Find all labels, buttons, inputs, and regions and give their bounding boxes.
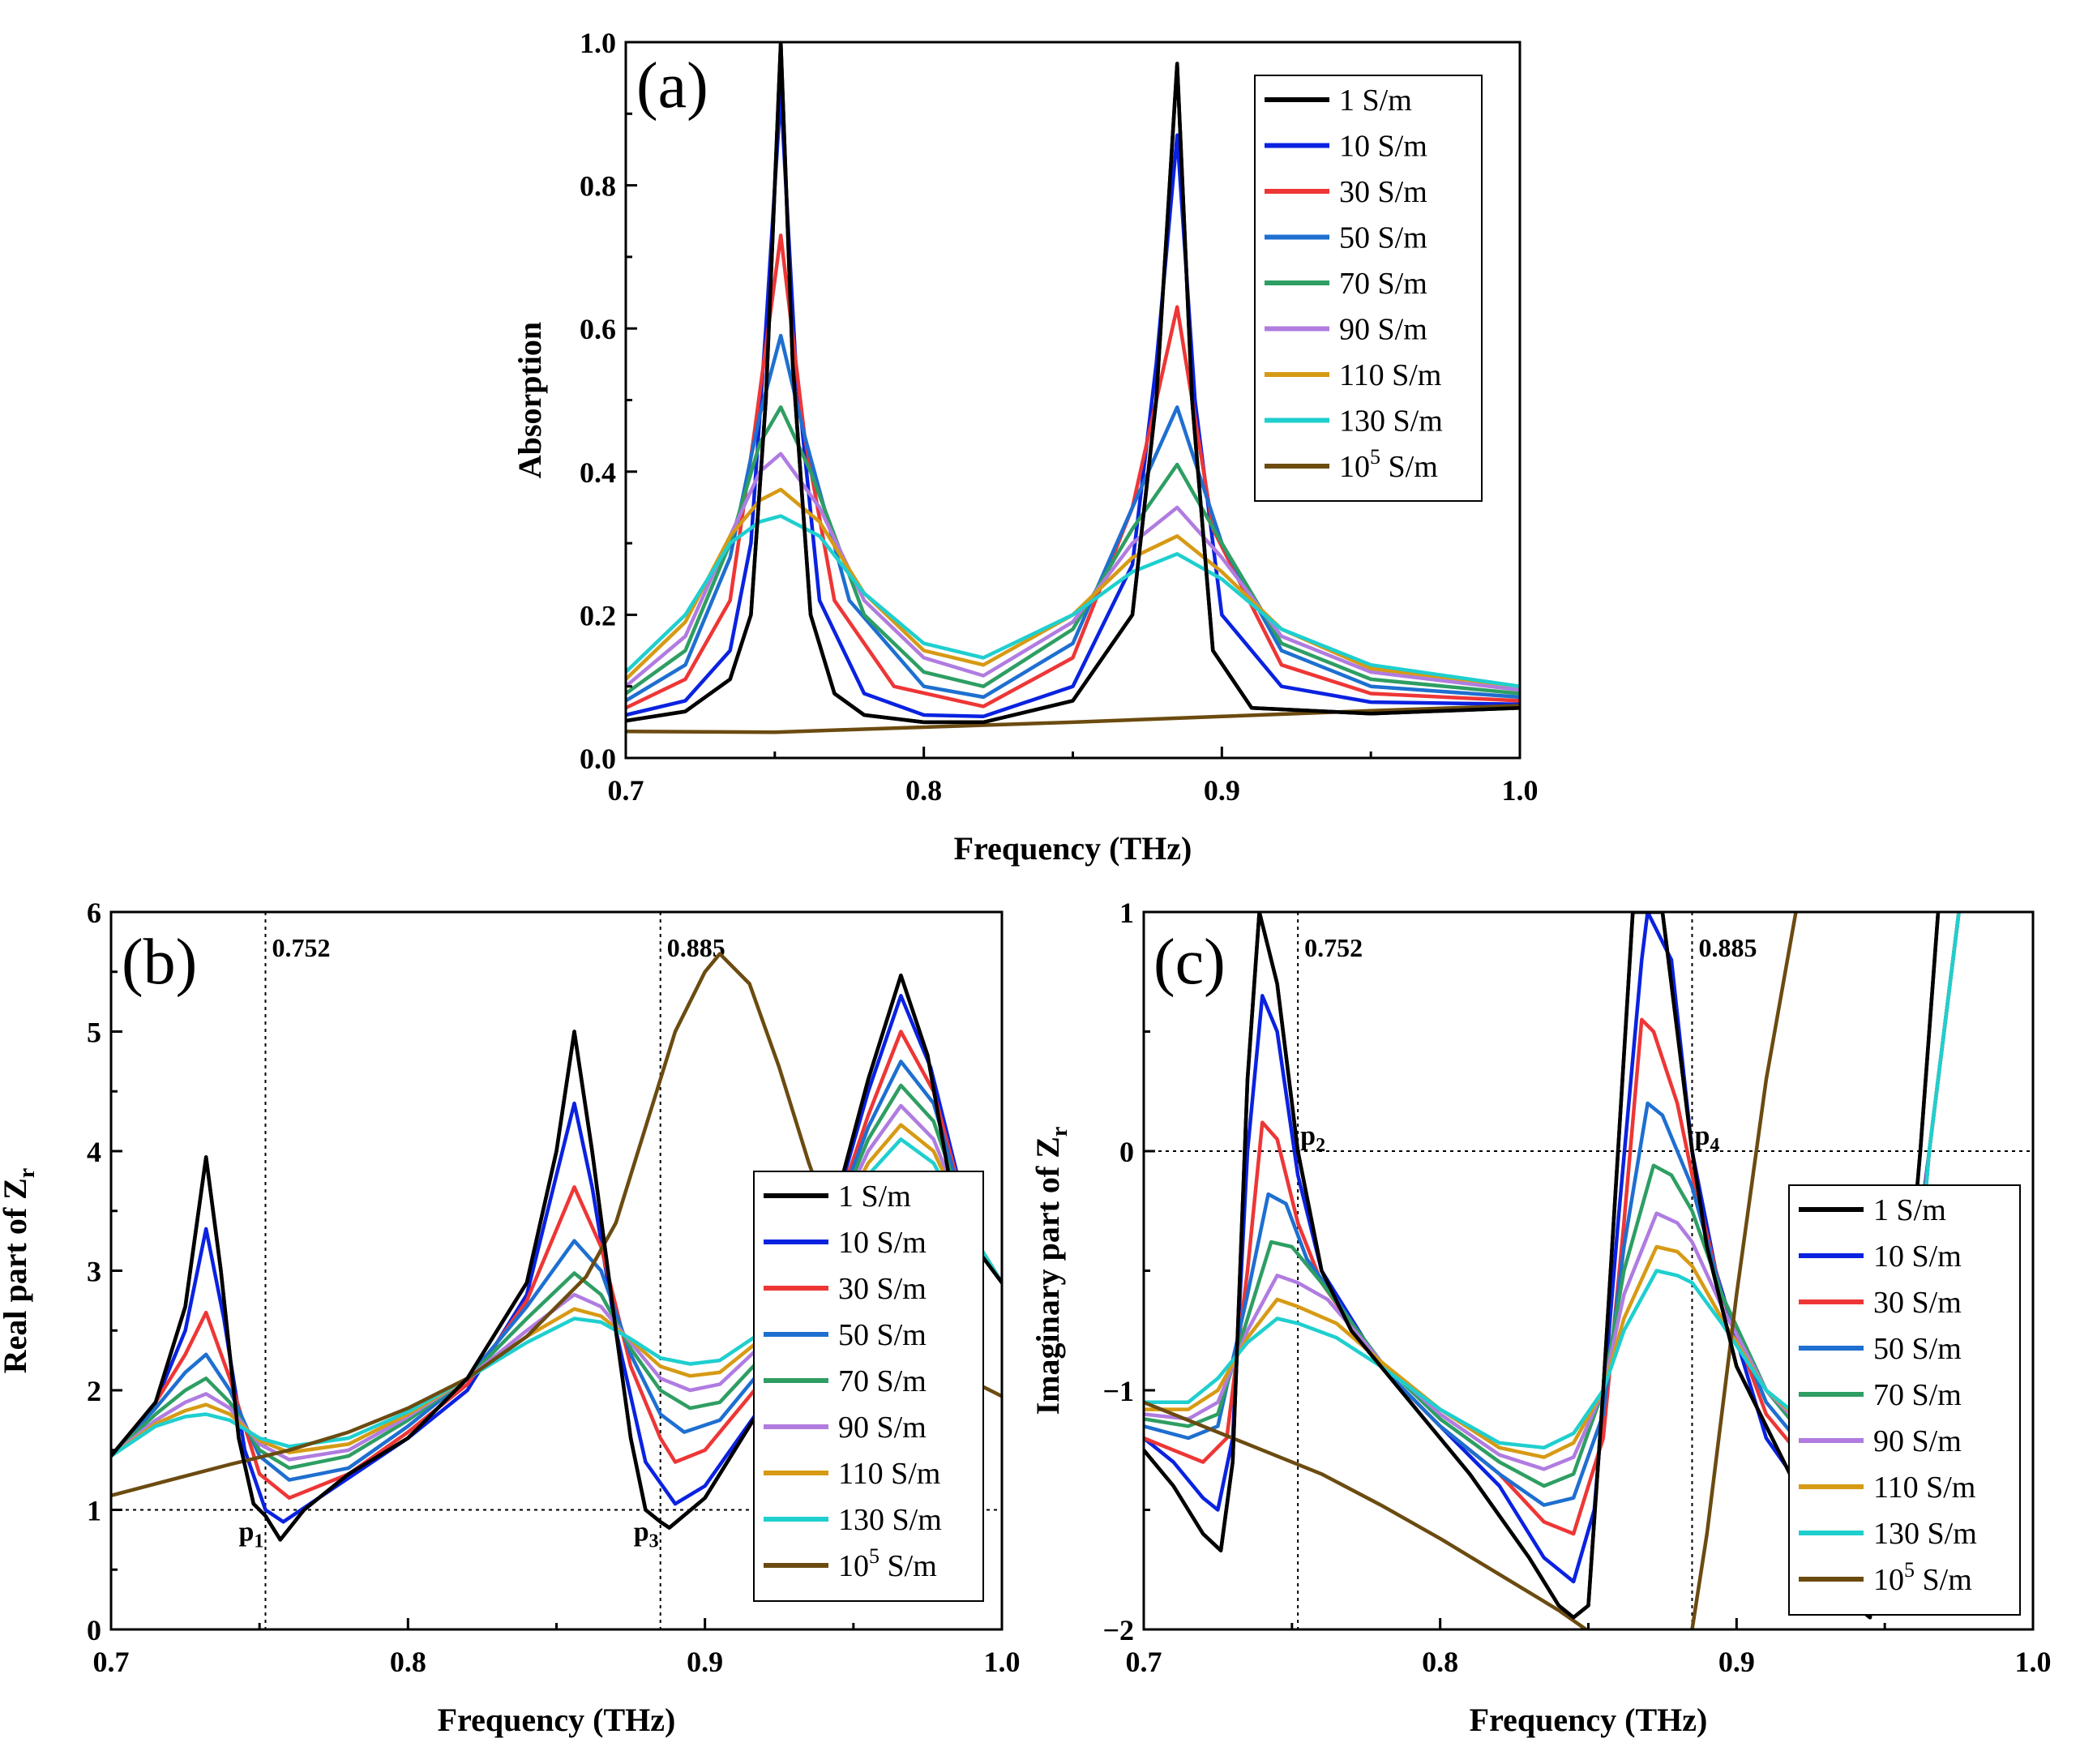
legend-label-4: 50 S/m: [1873, 1332, 1962, 1366]
series-line-6: [626, 452, 1520, 692]
legend-label-2: 10 S/m: [838, 1226, 927, 1260]
vline-label-1: 0.752: [272, 933, 330, 962]
legend: 1 S/m 10 S/m 30 S/m 50 S/m 70 S/m 90 S/m 110 S…: [1254, 75, 1483, 502]
legend-label-4: 50 S/m: [1339, 221, 1427, 255]
legend-label-8: 130 S/m: [1873, 1517, 1977, 1551]
panel-label: (c): [1153, 927, 1226, 998]
y-tick-label-1: 0: [87, 1614, 101, 1646]
legend-label-2: 10 S/m: [1873, 1240, 1962, 1274]
y-axis-label: Imaginary part of Zr: [1029, 1127, 1072, 1415]
y-tick-label-1: 0.0: [580, 743, 616, 775]
y-tick-label-5: 0.8: [580, 170, 616, 203]
series-line-4: [111, 1060, 1002, 1482]
x-tick-label-4: 1.0: [2015, 1646, 2052, 1678]
panel-a: 0.7 0.8 0.9 1.0 0.0 0.2 0.4 0.6 0.8 1.0 Frequency …: [511, 27, 1539, 867]
legend-label-4: 50 S/m: [838, 1318, 927, 1352]
x-tick-label-4: 1.0: [1502, 774, 1539, 807]
point-label-2: p4: [1694, 1121, 1719, 1156]
x-tick-label-2: 0.8: [1422, 1646, 1458, 1678]
legend-label-5: 70 S/m: [1873, 1378, 1962, 1412]
y-tick-label-3: 0: [1119, 1136, 1134, 1168]
series-line-8: [626, 514, 1520, 688]
series-line-5: [111, 1083, 1002, 1471]
y-tick-label-2: 1: [87, 1495, 101, 1527]
x-tick-label-2: 0.8: [390, 1646, 426, 1678]
x-tick-label-1: 0.7: [1126, 1646, 1162, 1678]
series-line-7: [626, 487, 1520, 688]
point-label-1: p2: [1300, 1121, 1325, 1156]
legend-label-8: 130 S/m: [1339, 405, 1443, 439]
x-axis-label: Frequency (THz): [954, 830, 1192, 867]
legend-label-6: 90 S/m: [1339, 313, 1427, 347]
y-tick-label-2: −1: [1102, 1375, 1134, 1407]
legend-label-5: 70 S/m: [838, 1364, 927, 1398]
y-tick-label-6: 1.0: [580, 27, 616, 59]
series-line-1-top: [626, 42, 1520, 725]
legend-label-3: 30 S/m: [1339, 175, 1427, 209]
x-tick-label-3: 0.9: [687, 1646, 723, 1678]
y-tick-label-7: 6: [87, 897, 101, 929]
legend-label-7: 110 S/m: [1873, 1471, 1975, 1505]
legend-label-7: 110 S/m: [838, 1457, 940, 1491]
legend-label-6: 90 S/m: [838, 1411, 927, 1445]
x-axis-label: Frequency (THz): [1470, 1702, 1708, 1738]
legend-label-9: 105 S/m: [838, 1544, 937, 1583]
y-tick-label-6: 5: [87, 1017, 101, 1049]
y-tick-label-3: 0.4: [580, 456, 616, 489]
series-line-6: [111, 1103, 1002, 1462]
legend-label-5: 70 S/m: [1339, 267, 1427, 301]
point-label-1: p1: [238, 1518, 263, 1552]
y-tick-label-3: 2: [87, 1375, 101, 1407]
legend: 1 S/m 10 S/m 30 S/m 50 S/m 70 S/m 90 S/m 110 S…: [753, 1171, 984, 1602]
legend-label-9: 105 S/m: [1873, 1558, 1972, 1597]
y-axis-label: Real part of Zr: [0, 1168, 40, 1374]
y-tick-label-2: 0.2: [580, 599, 616, 632]
x-tick-label-3: 0.9: [1718, 1646, 1755, 1678]
x-tick-label-1: 0.7: [608, 774, 644, 807]
x-tick-label-1: 0.7: [93, 1646, 130, 1678]
y-tick-label-1: −2: [1102, 1614, 1134, 1646]
x-tick-label-3: 0.9: [1204, 774, 1240, 807]
series-group: [626, 42, 1520, 734]
panel-label: (a): [636, 50, 708, 122]
legend-label-8: 130 S/m: [838, 1503, 942, 1537]
series-line-9: [1144, 912, 1798, 1629]
panel-c: 0.752 0.885 0.7 0.8 0.9 1.0 −2 −1 0 1 Frequency (T…: [1029, 897, 2052, 1738]
legend-label-6: 90 S/m: [1873, 1424, 1962, 1458]
y-tick-label-4: 3: [87, 1256, 101, 1288]
legend-label-7: 110 S/m: [1339, 358, 1441, 392]
point-label-2: p3: [634, 1518, 659, 1552]
vline-label-1: 0.752: [1304, 933, 1363, 962]
legend-label-1: 1 S/m: [1873, 1193, 1946, 1227]
series-line-5: [626, 405, 1520, 696]
legend-label-3: 30 S/m: [1873, 1286, 1962, 1320]
vline-label-2: 0.885: [1698, 933, 1757, 962]
y-tick-label-4: 0.6: [580, 313, 616, 345]
y-tick-label-5: 4: [87, 1136, 101, 1168]
legend-label-2: 10 S/m: [1339, 130, 1427, 164]
legend-label-1: 1 S/m: [838, 1180, 911, 1214]
x-tick-label-4: 1.0: [984, 1646, 1021, 1678]
x-axis-label: Frequency (THz): [438, 1702, 676, 1738]
series-line-7: [111, 1123, 1002, 1458]
series-line-9: [626, 704, 1520, 734]
panel-label: (b): [122, 927, 197, 998]
legend-label-9: 105 S/m: [1339, 445, 1438, 484]
y-tick-label-4: 1: [1119, 897, 1134, 929]
legend: 1 S/m 10 S/m 30 S/m 50 S/m 70 S/m 90 S/m 110 S…: [1788, 1184, 2021, 1616]
series-line-8: [111, 1137, 1002, 1458]
x-tick-label-2: 0.8: [905, 774, 942, 807]
y-axis-label: Absorption: [511, 322, 548, 478]
legend-label-3: 30 S/m: [838, 1272, 927, 1306]
series-line-3: [111, 1030, 1002, 1501]
legend-label-1: 1 S/m: [1339, 83, 1412, 118]
